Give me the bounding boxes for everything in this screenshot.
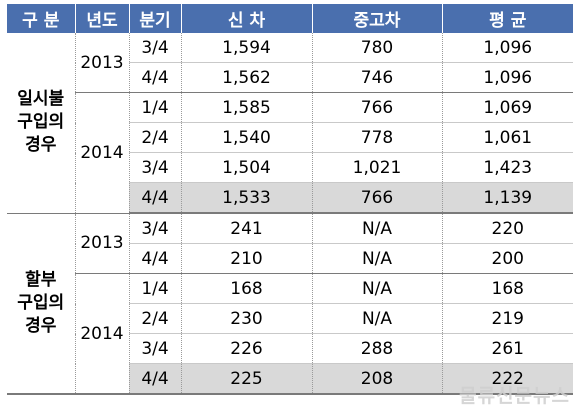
category-label: 할부 구입의 경우 xyxy=(17,269,65,336)
used-car-cell: N/A xyxy=(311,243,442,274)
watermark: 물류신문뉴스 xyxy=(459,385,570,407)
car-price-table: 구 분 년도 분기 신 차 중고차 평 균 일시불 구입의 경우 2013 3/… xyxy=(7,4,573,395)
average-cell: 261 xyxy=(441,333,573,364)
quarter-cell: 4/4 xyxy=(128,182,181,214)
average-cell: 1,061 xyxy=(441,122,573,153)
new-car-cell: 168 xyxy=(180,273,312,304)
header-quarter: 분기 xyxy=(128,4,181,33)
quarter-cell: 3/4 xyxy=(128,333,181,364)
quarter-cell: 4/4 xyxy=(128,363,181,395)
new-car-cell: 1,562 xyxy=(180,62,312,93)
table-row-highlighted: 4/4 1,533 766 1,139 xyxy=(7,182,573,214)
average-cell: 1,096 xyxy=(441,62,573,93)
average-cell: 222 xyxy=(441,363,573,395)
table-row: 3/4 1,504 1,021 1,423 xyxy=(7,152,573,183)
used-car-cell: N/A xyxy=(311,213,442,244)
average-cell: 219 xyxy=(441,303,573,334)
used-car-cell: 208 xyxy=(311,363,442,395)
used-car-cell: 1,021 xyxy=(311,152,442,183)
quarter-cell: 4/4 xyxy=(128,243,181,274)
category-lump-sum: 일시불 구입의 경우 xyxy=(7,33,75,214)
quarter-cell: 4/4 xyxy=(128,62,181,93)
header-category: 구 분 xyxy=(7,4,75,33)
quarter-cell: 3/4 xyxy=(128,152,181,183)
category-label: 일시불 구입의 경우 xyxy=(17,89,65,156)
quarter-cell: 1/4 xyxy=(128,92,181,123)
used-car-cell: 746 xyxy=(311,62,442,93)
new-car-cell: 210 xyxy=(180,243,312,274)
used-car-cell: N/A xyxy=(311,273,442,304)
new-car-cell: 1,594 xyxy=(180,33,312,63)
new-car-cell: 1,540 xyxy=(180,122,312,153)
used-car-cell: N/A xyxy=(311,303,442,334)
average-cell: 1,139 xyxy=(441,182,573,214)
header-average: 평 균 xyxy=(441,4,573,33)
table-row: 2014 1/4 1,585 766 1,069 xyxy=(7,92,573,214)
average-cell: 1,096 xyxy=(441,33,573,63)
used-car-cell: 780 xyxy=(311,33,442,63)
average-cell: 200 xyxy=(441,243,573,274)
average-cell: 220 xyxy=(441,213,573,244)
used-car-cell: 766 xyxy=(311,182,442,214)
year-cell: 2014 xyxy=(74,273,129,395)
table-row: 4/4 210 N/A 200 xyxy=(7,243,573,274)
category-installment: 할부 구입의 경우 xyxy=(7,213,75,395)
quarter-cell: 1/4 xyxy=(128,273,181,304)
table-row: 2014 1/4 168 N/A 168 xyxy=(7,273,573,395)
new-car-cell: 1,504 xyxy=(180,152,312,183)
header-used-car: 중고차 xyxy=(311,4,442,33)
new-car-cell: 1,533 xyxy=(180,182,312,214)
new-car-cell: 226 xyxy=(180,333,312,364)
used-car-cell: 766 xyxy=(311,92,442,123)
table-row: 3/4 226 288 261 xyxy=(7,333,573,364)
used-car-cell: 778 xyxy=(311,122,442,153)
table-header-row: 구 분 년도 분기 신 차 중고차 평 균 xyxy=(7,4,573,33)
table-row: 4/4 1,562 746 1,096 xyxy=(7,62,573,93)
table-row: 일시불 구입의 경우 2013 3/4 1,594 780 1,096 xyxy=(7,33,573,214)
new-car-cell: 241 xyxy=(180,213,312,244)
quarter-cell: 2/4 xyxy=(128,122,181,153)
quarter-cell: 3/4 xyxy=(128,213,181,244)
quarter-cell: 2/4 xyxy=(128,303,181,334)
year-cell: 2013 xyxy=(74,213,129,274)
header-year: 년도 xyxy=(74,4,129,33)
new-car-cell: 225 xyxy=(180,363,312,395)
year-cell: 2014 xyxy=(74,92,129,214)
new-car-cell: 230 xyxy=(180,303,312,334)
table-row: 2/4 230 N/A 219 xyxy=(7,303,573,334)
new-car-cell: 1,585 xyxy=(180,92,312,123)
year-cell: 2013 xyxy=(74,33,129,93)
table-row: 2/4 1,540 778 1,061 xyxy=(7,122,573,153)
table-row-highlighted: 4/4 225 208 222 xyxy=(7,363,573,395)
header-new-car: 신 차 xyxy=(180,4,312,33)
average-cell: 168 xyxy=(441,273,573,304)
table-row: 할부 구입의 경우 2013 3/4 241 N/A 220 xyxy=(7,213,573,395)
average-cell: 1,423 xyxy=(441,152,573,183)
used-car-cell: 288 xyxy=(311,333,442,364)
average-cell: 1,069 xyxy=(441,92,573,123)
quarter-cell: 3/4 xyxy=(128,33,181,63)
